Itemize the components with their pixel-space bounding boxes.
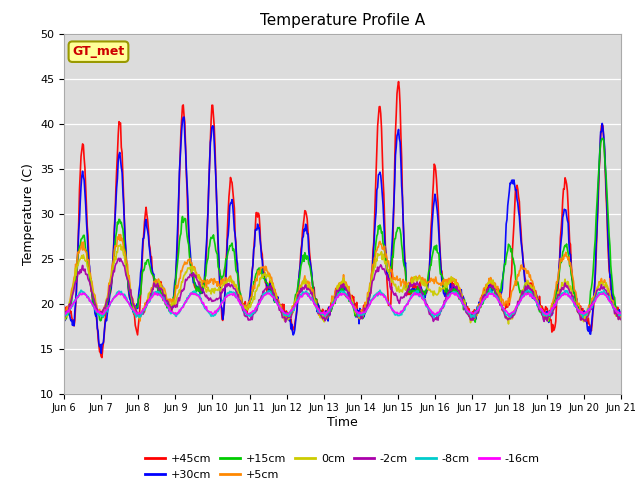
Title: Temperature Profile A: Temperature Profile A	[260, 13, 425, 28]
Y-axis label: Temperature (C): Temperature (C)	[22, 163, 35, 264]
X-axis label: Time: Time	[327, 416, 358, 429]
Legend: +45cm, +30cm, +15cm, +5cm, 0cm, -2cm, -8cm, -16cm: +45cm, +30cm, +15cm, +5cm, 0cm, -2cm, -8…	[141, 450, 544, 480]
Text: GT_met: GT_met	[72, 45, 125, 58]
